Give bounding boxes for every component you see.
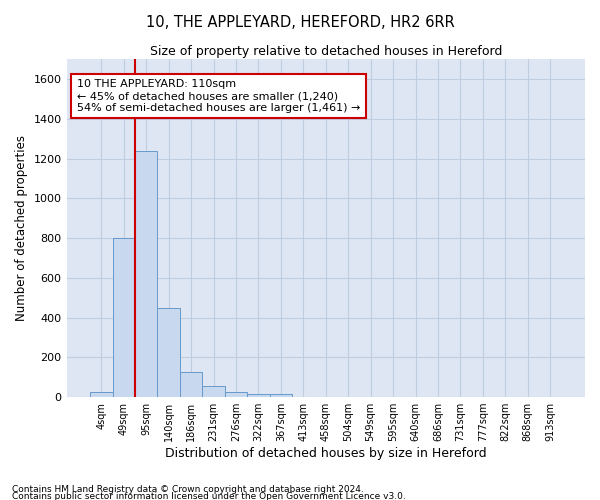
Bar — [225, 392, 247, 397]
Bar — [202, 386, 225, 397]
Bar — [180, 372, 202, 397]
Bar — [269, 394, 292, 397]
Bar — [90, 392, 113, 397]
Text: 10, THE APPLEYARD, HEREFORD, HR2 6RR: 10, THE APPLEYARD, HEREFORD, HR2 6RR — [146, 15, 454, 30]
Text: Contains HM Land Registry data © Crown copyright and database right 2024.: Contains HM Land Registry data © Crown c… — [12, 486, 364, 494]
Text: Contains public sector information licensed under the Open Government Licence v3: Contains public sector information licen… — [12, 492, 406, 500]
Bar — [135, 150, 157, 397]
Bar — [113, 238, 135, 397]
Bar — [157, 308, 180, 397]
Y-axis label: Number of detached properties: Number of detached properties — [15, 135, 28, 321]
Text: 10 THE APPLEYARD: 110sqm
← 45% of detached houses are smaller (1,240)
54% of sem: 10 THE APPLEYARD: 110sqm ← 45% of detach… — [77, 80, 360, 112]
X-axis label: Distribution of detached houses by size in Hereford: Distribution of detached houses by size … — [165, 447, 487, 460]
Bar — [247, 394, 269, 397]
Title: Size of property relative to detached houses in Hereford: Size of property relative to detached ho… — [149, 45, 502, 58]
